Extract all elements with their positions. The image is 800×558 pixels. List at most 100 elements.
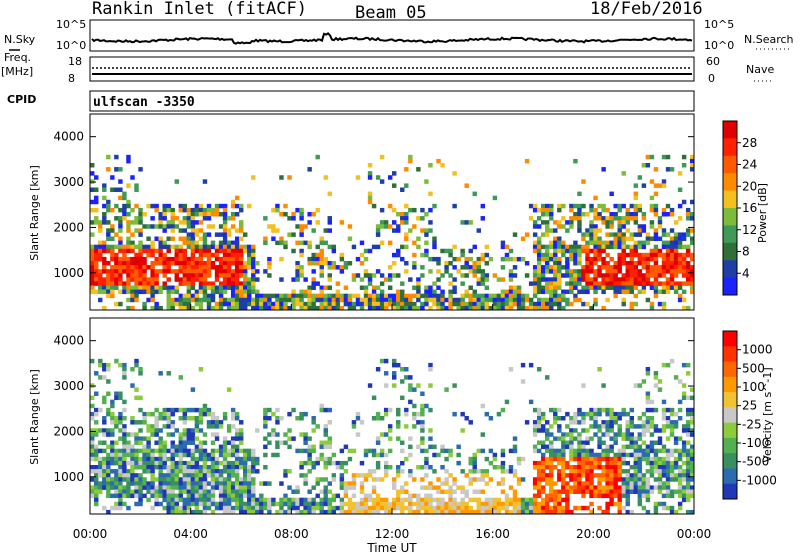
power-cell — [557, 220, 562, 225]
power-cell — [512, 301, 518, 307]
power-cell — [323, 305, 328, 311]
power-cell — [226, 240, 232, 246]
velocity-cell — [689, 456, 695, 462]
velocity-cell — [267, 481, 272, 486]
power-cell — [122, 207, 127, 213]
velocity-cell — [549, 432, 554, 437]
power-cell — [689, 256, 695, 262]
power-cell — [681, 273, 687, 278]
velocity-cell — [234, 505, 240, 511]
velocity-cell — [565, 485, 570, 490]
velocity-cell — [170, 452, 175, 458]
power-cell — [673, 265, 679, 270]
power-cell — [689, 277, 695, 282]
velocity-cell — [569, 473, 574, 478]
velocity-cell — [516, 460, 522, 466]
velocity-cell — [540, 473, 546, 478]
power-cell — [609, 273, 614, 278]
power-cell — [243, 248, 248, 254]
power-cell — [589, 228, 594, 233]
velocity-cell — [194, 424, 200, 429]
velocity-cell — [291, 407, 296, 413]
velocity-cell — [323, 477, 328, 482]
power-cell — [359, 252, 365, 258]
velocity-cell — [359, 473, 365, 478]
velocity-cell — [90, 493, 95, 499]
power-cell — [565, 261, 570, 266]
velocity-cell — [311, 416, 316, 421]
power-cell — [629, 285, 634, 290]
velocity-cell — [500, 469, 506, 474]
velocity-cell — [363, 493, 369, 499]
power-cell — [138, 232, 143, 237]
power-cell — [166, 265, 171, 270]
velocity-cell — [303, 509, 308, 515]
velocity-cell — [649, 444, 655, 450]
velocity-cell — [190, 407, 196, 413]
velocity-cell — [190, 448, 196, 454]
power-cell — [589, 269, 594, 274]
velocity-cell — [383, 371, 389, 376]
velocity-cell — [645, 489, 651, 494]
velocity-cell — [146, 424, 151, 429]
power-cell — [669, 167, 675, 172]
power-cell — [549, 293, 554, 299]
velocity-cell — [122, 375, 127, 380]
power-cell — [416, 297, 421, 303]
velocity-cell — [553, 416, 558, 421]
velocity-cell — [130, 383, 135, 388]
velocity-cell — [520, 505, 526, 511]
power-cell — [359, 297, 365, 303]
power-cell — [238, 269, 244, 274]
velocity-cell — [343, 493, 349, 499]
power-colorbar-swatch — [723, 225, 737, 244]
velocity-colorbar-swatch — [723, 392, 737, 408]
velocity-cell — [134, 395, 139, 401]
power-cell — [283, 203, 288, 209]
velocity-cell — [371, 448, 377, 454]
velocity-cell — [557, 497, 562, 503]
power-cell — [585, 244, 590, 250]
velocity-cell — [641, 489, 647, 494]
velocity-cell — [339, 509, 345, 515]
power-cell — [114, 269, 119, 274]
velocity-cell — [355, 416, 361, 421]
power-cell — [291, 216, 296, 221]
velocity-cell — [383, 501, 389, 507]
power-cell — [303, 240, 308, 246]
velocity-cell — [689, 448, 695, 454]
power-cell — [561, 203, 566, 209]
power-cell — [464, 220, 469, 225]
power-cell — [182, 220, 188, 225]
velocity-cell — [577, 505, 582, 511]
velocity-cell — [383, 460, 389, 466]
velocity-cell — [347, 456, 353, 462]
power-cell — [355, 297, 361, 303]
power-cell — [581, 277, 586, 282]
power-cell — [589, 220, 594, 225]
velocity-cell — [532, 505, 538, 511]
velocity-cell — [677, 436, 683, 441]
velocity-cell — [166, 489, 171, 494]
power-cell — [420, 216, 425, 221]
velocity-cell — [146, 452, 151, 458]
velocity-cell — [436, 452, 441, 458]
power-cell — [585, 289, 590, 295]
velocity-cell — [428, 497, 433, 503]
velocity-cell — [464, 501, 469, 507]
velocity-cell — [383, 473, 389, 478]
power-cell — [416, 167, 421, 172]
velocity-cell — [428, 383, 433, 388]
velocity-cell — [283, 440, 288, 445]
velocity-cell — [436, 485, 441, 490]
velocity-cell — [267, 501, 272, 507]
power-colorbar-tick-label: 12 — [742, 223, 757, 237]
velocity-cell — [681, 477, 687, 482]
velocity-cell — [545, 509, 550, 515]
velocity-cell — [218, 424, 224, 429]
power-cell — [319, 240, 324, 246]
velocity-cell — [214, 420, 220, 425]
power-cell — [295, 240, 300, 246]
velocity-cell — [508, 497, 514, 503]
velocity-cell — [532, 493, 538, 499]
